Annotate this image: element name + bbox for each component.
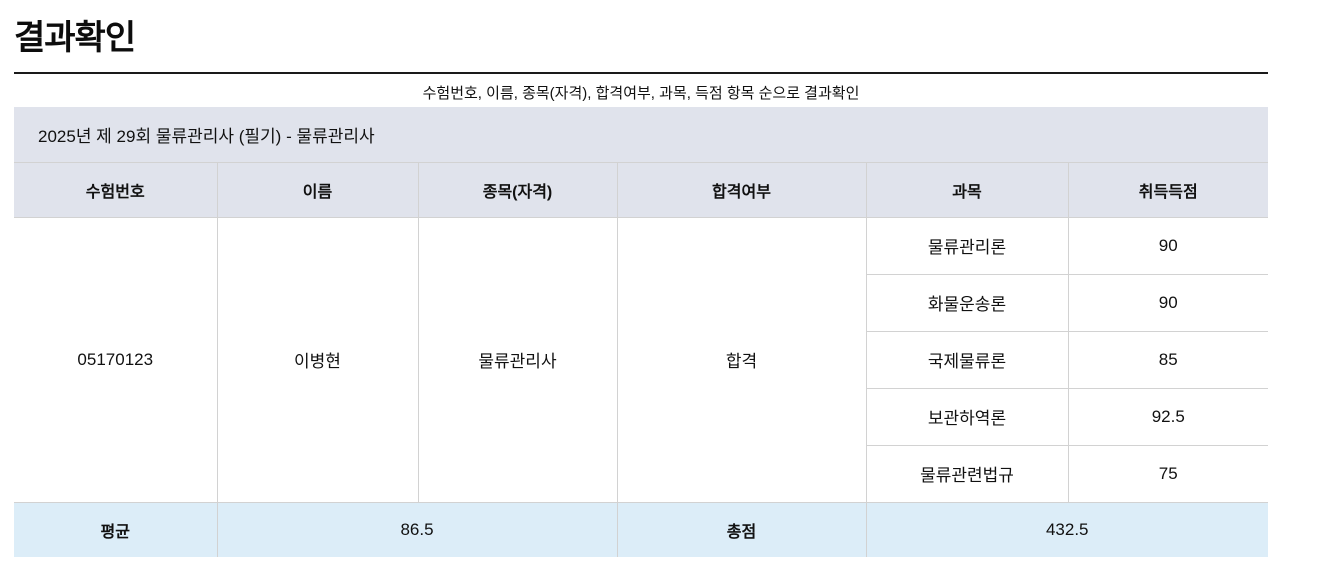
title-divider bbox=[14, 72, 1268, 74]
page-title: 결과확인 bbox=[14, 19, 136, 57]
subject-row: 국제물류론 85 bbox=[14, 330, 1269, 389]
col-header-qualification: 종목(자격) bbox=[417, 161, 618, 218]
subject-name-cell: 화물운송론 bbox=[865, 273, 1069, 332]
subject-row: 보관하역론 92.5 bbox=[14, 387, 1269, 446]
average-value-cell: 86.5 bbox=[216, 501, 618, 558]
exam-title-cell: 2025년 제 29회 물류관리사 (필기) - 물류관리사 bbox=[13, 106, 1269, 163]
subject-name-cell: 보관하역론 bbox=[865, 387, 1069, 446]
header-row: 수험번호 이름 종목(자격) 합격여부 과목 취득득점 bbox=[13, 161, 1269, 218]
table-caption: 수험번호, 이름, 종목(자격), 합격여부, 과목, 득점 항목 순으로 결과… bbox=[422, 85, 860, 102]
col-header-score: 취득득점 bbox=[1067, 161, 1269, 218]
subject-row: 05170123 이병현 물류관리사 합격 물류관리론 90 bbox=[13, 216, 1269, 503]
pass-status-cell: 합격 bbox=[616, 216, 867, 503]
subject-score-cell: 92.5 bbox=[1067, 387, 1269, 446]
exam-number-cell: 05170123 bbox=[13, 216, 218, 503]
subject-row: 화물운송론 90 bbox=[14, 273, 1269, 332]
subject-row: 물류관련법규 75 bbox=[14, 444, 1269, 503]
exam-title-row: 2025년 제 29회 물류관리사 (필기) - 물류관리사 bbox=[13, 106, 1269, 163]
result-table: 2025년 제 29회 물류관리사 (필기) - 물류관리사 수험번호 이름 종… bbox=[13, 106, 1269, 558]
subject-score-cell: 75 bbox=[1067, 444, 1269, 503]
col-header-name: 이름 bbox=[216, 161, 419, 218]
col-header-exam-number: 수험번호 bbox=[13, 161, 218, 218]
content-area: 결과확인 수험번호, 이름, 종목(자격), 합격여부, 과목, 득점 항목 순… bbox=[13, 10, 1269, 558]
summary-row: 평균 86.5 총점 432.5 bbox=[13, 501, 1269, 558]
total-label-cell: 총점 bbox=[616, 501, 867, 558]
subject-score-cell: 90 bbox=[1067, 216, 1269, 275]
qualification-cell: 물류관리사 bbox=[417, 216, 618, 503]
subject-name-cell: 물류관리론 bbox=[865, 216, 1069, 275]
total-value-cell: 432.5 bbox=[865, 501, 1269, 558]
subject-score-cell: 90 bbox=[1067, 273, 1269, 332]
subject-name-cell: 국제물류론 bbox=[865, 330, 1069, 389]
subject-name-cell: 물류관련법규 bbox=[865, 444, 1069, 503]
col-header-pass-status: 합격여부 bbox=[616, 161, 867, 218]
subject-score-cell: 85 bbox=[1067, 330, 1269, 389]
candidate-name-cell: 이병현 bbox=[216, 216, 419, 503]
col-header-subject: 과목 bbox=[865, 161, 1069, 218]
average-label-cell: 평균 bbox=[13, 501, 218, 558]
